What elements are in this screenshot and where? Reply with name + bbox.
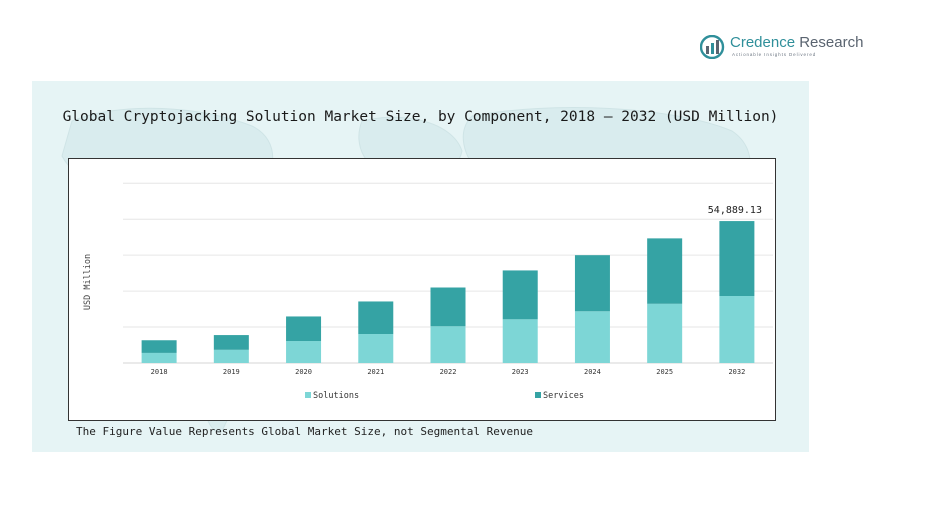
brand-name: Credence Research xyxy=(730,34,863,51)
chart-title: Global Cryptojacking Solution Market Siz… xyxy=(62,109,779,125)
x-tick-2023: 2023 xyxy=(512,368,529,376)
bar-services-2022 xyxy=(430,287,466,327)
bar-services-2023 xyxy=(502,270,538,320)
legend-swatch-services xyxy=(535,392,541,398)
y-axis-label: USD Million xyxy=(83,254,93,310)
brand-logo-icon xyxy=(700,35,725,59)
x-tick-2021: 2021 xyxy=(367,368,384,376)
x-tick-2022: 2022 xyxy=(440,368,457,376)
bar-solutions-2025 xyxy=(647,303,683,363)
brand-name-part2: Research xyxy=(799,34,864,51)
bar-solutions-2018 xyxy=(141,352,177,363)
bar-solutions-2024 xyxy=(574,311,610,363)
bar-services-2032 xyxy=(719,221,755,297)
bar-solutions-2032 xyxy=(719,296,755,363)
x-tick-2032: 2032 xyxy=(728,368,745,376)
bar-services-2020 xyxy=(286,316,322,342)
brand-logo: Credence Research Actionable Insights De… xyxy=(700,33,870,61)
chart-panel: Global Cryptojacking Solution Market Siz… xyxy=(32,81,809,452)
footnote: The Figure Value Represents Global Marke… xyxy=(76,425,533,438)
bar-services-2018 xyxy=(141,340,177,353)
x-tick-2025: 2025 xyxy=(656,368,673,376)
bar-services-2024 xyxy=(574,255,610,312)
bar-services-2019 xyxy=(213,335,249,350)
legend-label-services: Services xyxy=(543,391,584,401)
chart-area: USD Million 2018 2019 2020 2021 2022 2023 2024… xyxy=(68,158,776,421)
brand-tagline: Actionable Insights Delivered xyxy=(732,52,817,57)
legend: Solutions Services xyxy=(305,391,584,401)
legend-swatch-solutions xyxy=(305,392,311,398)
brand-name-part1: Credence xyxy=(730,34,796,51)
x-tick-2024: 2024 xyxy=(584,368,601,376)
bar-solutions-2022 xyxy=(430,326,466,363)
total-labels: 54,889.13 xyxy=(708,205,762,216)
x-tick-2019: 2019 xyxy=(223,368,240,376)
bar-solutions-2023 xyxy=(502,319,538,363)
bar-solutions-2021 xyxy=(358,334,394,363)
bar-services-2025 xyxy=(647,238,683,304)
x-tick-labels: 2018 2019 2020 2021 2022 2023 2024 2025 2032 xyxy=(151,368,746,376)
bars xyxy=(141,221,755,363)
bar-services-2021 xyxy=(358,301,394,335)
bar-solutions-2019 xyxy=(213,349,249,363)
bar-solutions-2020 xyxy=(286,341,322,363)
legend-label-solutions: Solutions xyxy=(313,391,359,401)
x-tick-2020: 2020 xyxy=(295,368,312,376)
x-tick-2018: 2018 xyxy=(151,368,168,376)
total-label-2032: 54,889.13 xyxy=(708,205,762,216)
